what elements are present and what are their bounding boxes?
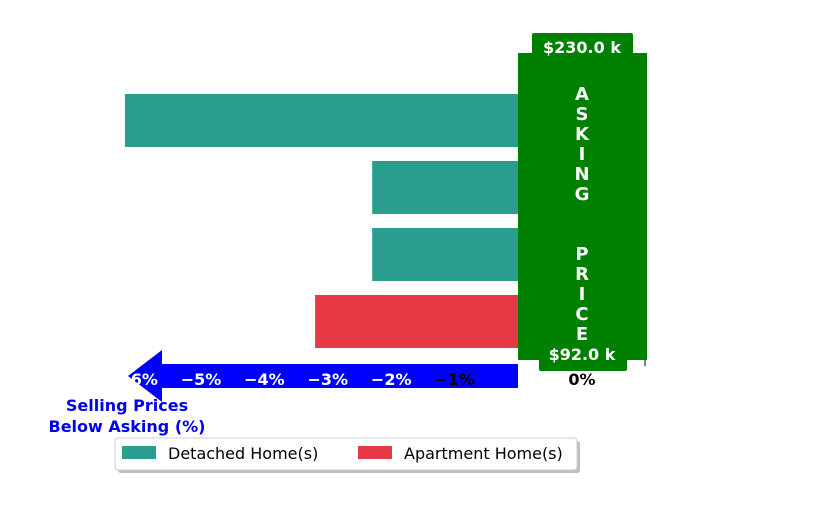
- legend-swatch: [358, 446, 392, 459]
- top-value-label: $230.0 k: [543, 38, 621, 57]
- bar: [315, 295, 518, 348]
- x-tick-label: 0%: [568, 370, 595, 389]
- bars-layer: [124, 94, 519, 348]
- x-axis-title-line: Selling Prices: [66, 396, 188, 415]
- legend-label: Detached Home(s): [168, 444, 318, 463]
- x-tick-label: −5%: [181, 370, 222, 389]
- legend-box: [114, 437, 578, 471]
- bar: [372, 161, 518, 214]
- x-tick-label: −4%: [244, 370, 285, 389]
- x-axis-title: Selling Prices Below Asking (%): [49, 396, 206, 436]
- legend-swatch: [122, 446, 156, 459]
- x-tick-label: −6%: [117, 370, 158, 389]
- x-axis: −6% −5% −4% −3% −2% −1% 0%: [117, 350, 646, 402]
- bar: [124, 94, 519, 147]
- x-axis-title-line: Below Asking (%): [49, 417, 206, 436]
- bar: [372, 228, 518, 281]
- bottom-value-label: $92.0 k: [549, 345, 616, 364]
- top-value-box: [532, 33, 633, 61]
- asking-band-rect: [518, 53, 647, 360]
- axis-arrow-icon: [128, 350, 518, 402]
- legend: Detached Home(s) Apartment Home(s): [114, 437, 580, 473]
- bottom-value-box: [539, 343, 627, 371]
- legend-label: Apartment Home(s): [404, 444, 563, 463]
- x-tick-label: −3%: [308, 370, 349, 389]
- x-tick-label: −2%: [371, 370, 412, 389]
- x-tick-label: −1%: [434, 370, 475, 389]
